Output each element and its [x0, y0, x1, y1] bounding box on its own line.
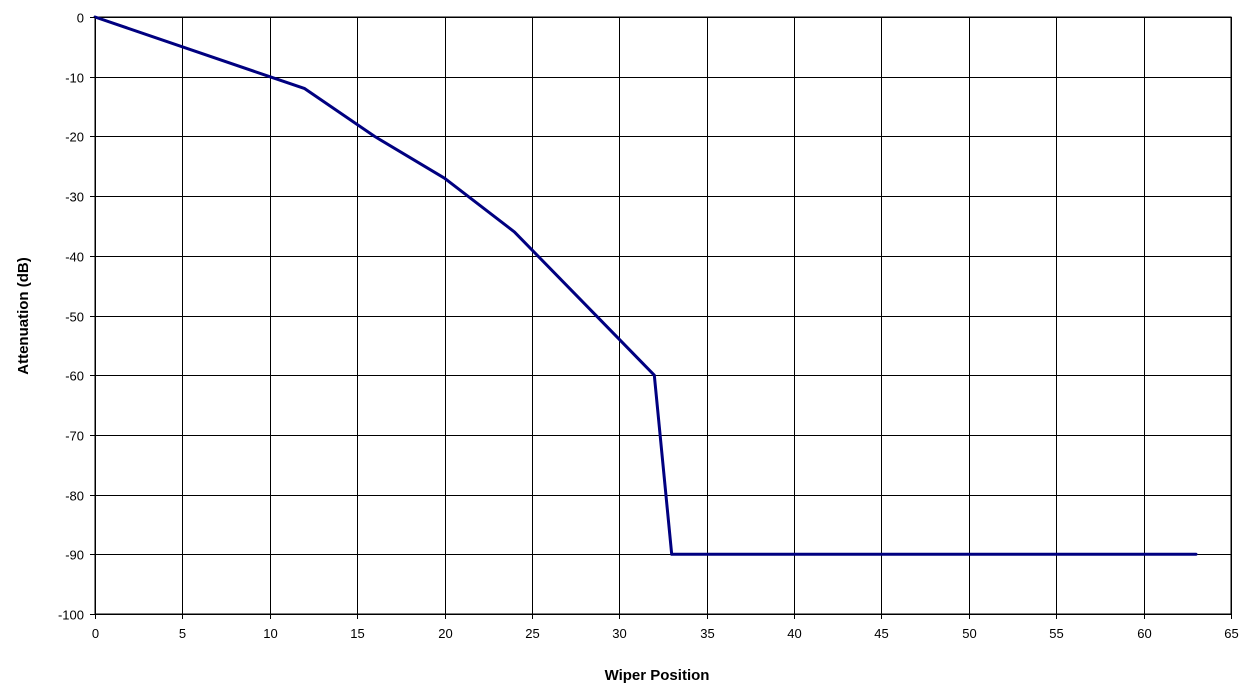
y-tick-label: -40	[65, 250, 84, 265]
grid	[94, 16, 1232, 615]
y-tick-label: -100	[58, 608, 84, 623]
x-tick-label: 15	[350, 626, 364, 641]
series-layer	[93, 15, 1198, 556]
x-tick-label: 30	[612, 626, 626, 641]
x-tick-label: 25	[525, 626, 539, 641]
y-tick-label: 0	[77, 11, 84, 26]
x-tick-label: 35	[700, 626, 714, 641]
y-axis-ticks: 0 -10 -20 -30 -40 -50 -60 -70 -80 -90 -100	[58, 11, 95, 623]
y-tick-label: -10	[65, 71, 84, 86]
y-tick-label: -90	[65, 548, 84, 563]
x-tick-label: 5	[179, 626, 186, 641]
y-tick-label: -60	[65, 369, 84, 384]
y-tick-label: -20	[65, 130, 84, 145]
x-tick-label: 65	[1224, 626, 1238, 641]
y-tick-label: -50	[65, 310, 84, 325]
x-tick-label: 40	[787, 626, 801, 641]
x-axis-title: Wiper Position	[605, 667, 710, 684]
x-axis-ticks: 0 5 10 15 20 25 30 35 40 45 50 55 60 65	[92, 614, 1239, 641]
y-tick-label: -30	[65, 190, 84, 205]
x-tick-label: 0	[92, 626, 99, 641]
y-axis-title: Attenuation (dB)	[15, 257, 32, 374]
plot-area	[94, 16, 1232, 615]
y-tick-label: -70	[65, 429, 84, 444]
x-tick-label: 20	[438, 626, 452, 641]
x-tick-label: 60	[1137, 626, 1151, 641]
y-tick-label: -80	[65, 489, 84, 504]
x-tick-label: 10	[263, 626, 277, 641]
series-line	[93, 15, 1198, 556]
x-tick-label: 50	[962, 626, 976, 641]
x-tick-label: 45	[874, 626, 888, 641]
x-tick-label: 55	[1049, 626, 1063, 641]
